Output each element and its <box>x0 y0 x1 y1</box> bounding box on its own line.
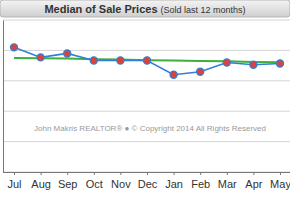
x-tick: Jul <box>7 172 21 190</box>
title-text: Median of Sale Prices <box>44 3 157 15</box>
marker <box>197 68 204 75</box>
x-tick-mark <box>94 172 95 175</box>
x-tick-label: Nov <box>111 178 131 190</box>
marker <box>37 54 44 61</box>
grid-line <box>3 80 290 81</box>
x-tick-label: Sep <box>58 178 78 190</box>
x-tick-mark <box>120 172 121 175</box>
grid <box>3 20 290 172</box>
x-tick-label: Jul <box>7 178 21 190</box>
x-tick-label: Apr <box>245 178 262 190</box>
x-tick-mark <box>280 172 281 175</box>
x-tick: Nov <box>111 172 131 190</box>
x-tick: Feb <box>191 172 210 190</box>
marker <box>90 57 97 64</box>
x-tick-mark <box>227 172 228 175</box>
x-tick-label: Jan <box>165 178 183 190</box>
x-tick-mark <box>147 172 148 175</box>
x-tick-mark <box>174 172 175 175</box>
x-tick: Jan <box>165 172 183 190</box>
annotation: John Makris REALTOR® ● © Copyright 2014 … <box>34 124 266 133</box>
x-tick-label: Mar <box>218 178 237 190</box>
x-tick: Dec <box>138 172 158 190</box>
marker <box>10 44 17 51</box>
x-tick: Mar <box>218 172 237 190</box>
title-box <box>0 0 290 17</box>
x-tick: Oct <box>86 172 103 190</box>
marker <box>170 71 177 78</box>
x-tick-label: Aug <box>31 178 51 190</box>
chart: Median of Sale Prices (Sold last 12 month… <box>0 0 290 200</box>
marker <box>223 59 230 66</box>
plot-area <box>10 44 283 79</box>
x-tick-label: Oct <box>86 178 103 190</box>
line <box>14 47 280 74</box>
x-tick: May <box>270 172 290 190</box>
x-tick-label: Feb <box>191 178 210 190</box>
marker <box>117 57 124 64</box>
x-axis: Jul Aug Sep Oct Nov Dec Jan Feb Mar Apr May <box>3 172 290 190</box>
x-axis-line <box>3 172 290 173</box>
marker <box>143 57 150 64</box>
x-tick-label: Dec <box>138 178 158 190</box>
x-tick: Sep <box>58 172 78 190</box>
marker <box>250 61 257 68</box>
marker <box>276 60 283 67</box>
grid-line <box>3 20 290 21</box>
x-tick-mark <box>41 172 42 175</box>
x-tick: Apr <box>245 172 262 190</box>
x-tick: Aug <box>31 172 51 190</box>
x-tick-mark <box>14 172 15 175</box>
x-tick-mark <box>67 172 68 175</box>
x-tick-mark <box>200 172 201 175</box>
grid-line <box>3 111 290 112</box>
grid-line <box>3 172 290 173</box>
x-tick-label: May <box>270 178 290 190</box>
y-axis-line <box>3 21 4 173</box>
subtitle: (Sold last 12 months) <box>161 5 246 15</box>
y-axis <box>3 21 5 173</box>
marker <box>64 50 71 57</box>
grid-line <box>3 141 290 142</box>
title: Median of Sale Prices (Sold last 12 month… <box>44 3 245 15</box>
grid-line <box>3 50 290 51</box>
x-tick-mark <box>253 172 254 175</box>
